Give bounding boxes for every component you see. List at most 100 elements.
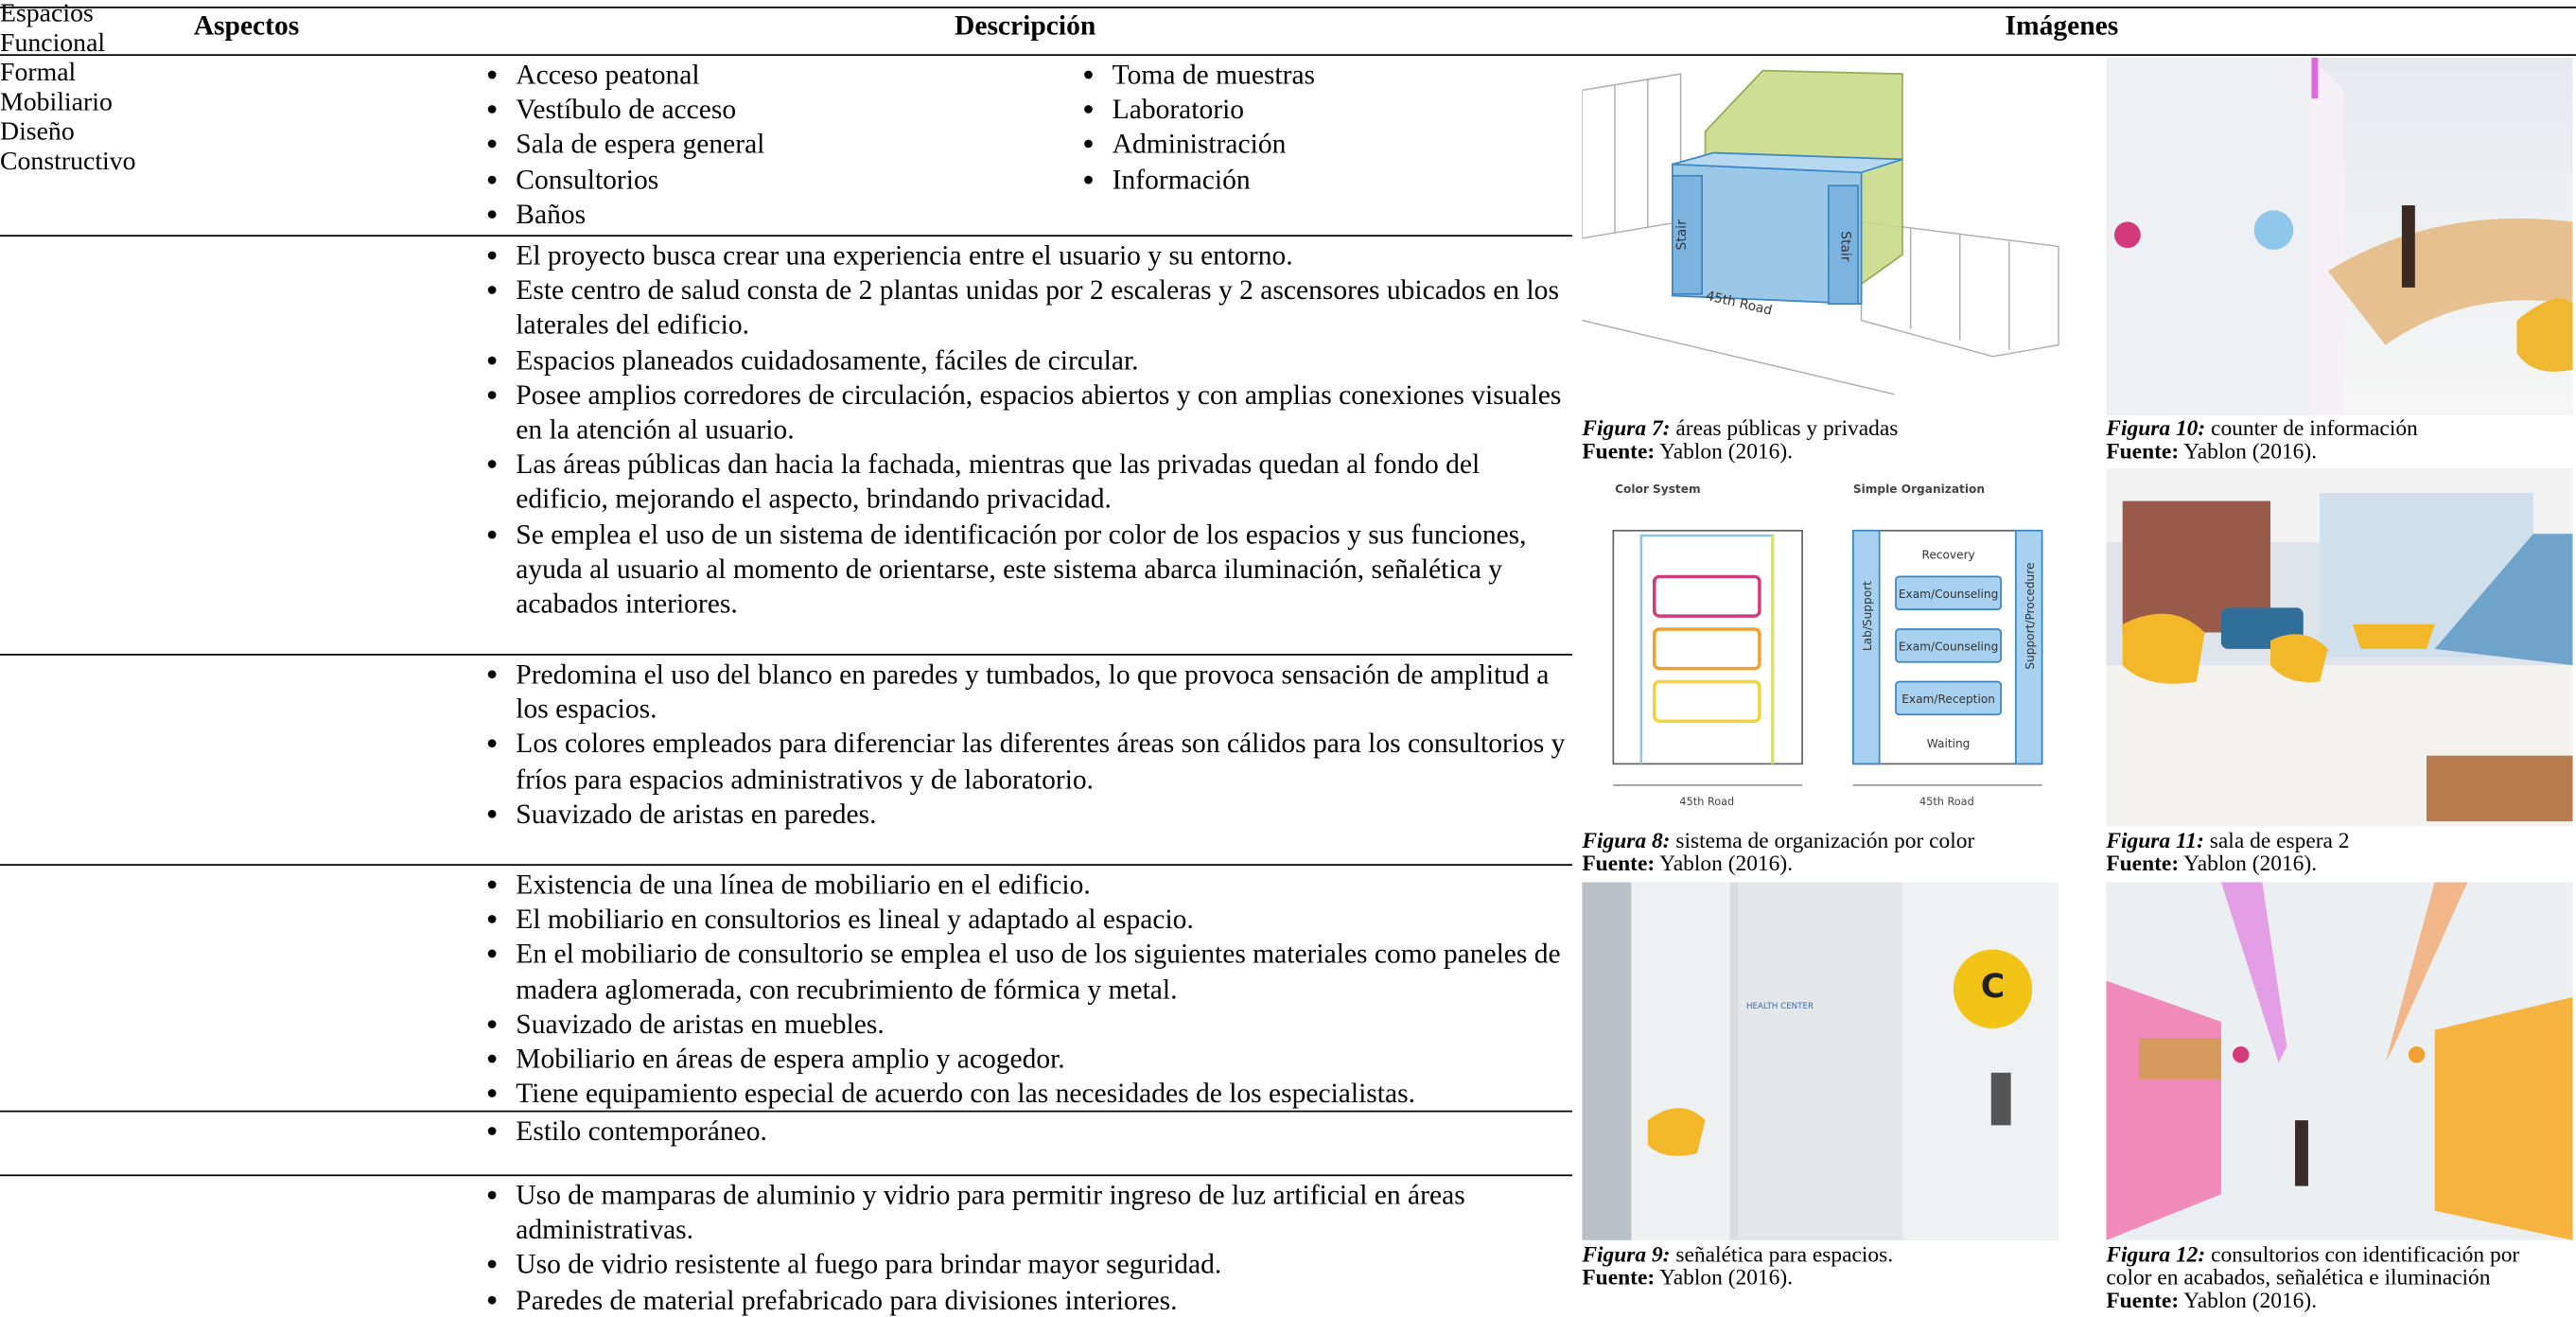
figure-number: Figura 12: (2106, 1242, 2205, 1267)
source-label: Fuente: (1582, 851, 1656, 876)
source-label: Fuente: (2106, 1288, 2180, 1313)
figure-number: Figura 9: (1582, 1241, 1671, 1267)
bullet-item: Baños (516, 197, 1567, 232)
sign-text: HEALTH CENTER (1746, 1002, 1814, 1011)
figure-caption: Figura 11: sala de espera 2 Fuente: Yablo… (2106, 828, 2572, 876)
diagram: Color System Simple Organization Recover… (1612, 483, 2043, 808)
caption-text: áreas públicas y privadas (1675, 415, 1899, 441)
caption-line: Figura 10: counter de información (2106, 415, 2572, 441)
figure-number: Figura 8: (1582, 828, 1670, 852)
caption-line: Figura 7: áreas públicas y privadas (1582, 415, 2059, 441)
header: Aspectos (193, 9, 300, 42)
figure-number: Figura 11: (2106, 828, 2204, 852)
source-line: Fuente: Yablon (2016). (1582, 1264, 2059, 1290)
figure-caption: Figura 10: counter de información Fuente:… (2106, 415, 2572, 464)
diagram-label: 45th Road (1919, 796, 1974, 808)
caption-text: sala de espera 2 (2209, 828, 2350, 853)
bullet-item: Vestíbulo de acceso (516, 93, 1567, 128)
source-line: Fuente: Yablon (2016). (2106, 1288, 2550, 1313)
caption-line: Figura 11: sala de espera 2 (2106, 828, 2572, 853)
aspect-label: Mobiliario (0, 88, 113, 117)
diagram-label: Exam/Counseling (1899, 641, 1998, 654)
figure-caption: Figura 12: consultorios con identificaci… (2106, 1242, 2550, 1313)
caption-line: Figura 8: sistema de organización por co… (1582, 828, 2059, 853)
caption-text: counter de información (2211, 415, 2418, 441)
source-text: Yablon (2016). (2183, 438, 2318, 464)
bullet-item: Sala de espera general (516, 127, 1567, 162)
figure-number: Figura 12: (2106, 1241, 2206, 1267)
figure-number: Figura 10: (2106, 415, 2206, 441)
bullet-item: El mobiliario en consultorios es lineal … (516, 903, 1567, 938)
diagram-label: Support/Procedure (2024, 563, 2037, 670)
bullet-item: Paredes de material prefabricado para di… (516, 1282, 1567, 1317)
diagram-label: 45th Road (1679, 796, 1734, 808)
bullet-item: Se emplea el uso de un sistema de identi… (516, 517, 1567, 621)
diagram-label: Exam/Reception (1901, 693, 1995, 706)
bullet-list: Toma de muestrasLaboratorioAdministració… (1089, 58, 1572, 197)
aspect-label: Formal (0, 59, 77, 88)
bullet-item: Información (1113, 162, 1572, 197)
photo (2106, 57, 2573, 416)
aspect-label: Diseño (0, 118, 75, 147)
rule (0, 654, 1572, 656)
source-line: Fuente: Yablon (2016). (2106, 852, 2572, 875)
bullet-list: Existencia de una línea de mobiliario en… (493, 868, 1568, 1112)
bullet-item: Uso de vidrio resistente al fuego para b… (516, 1248, 1567, 1283)
diagram-label: Color System (1615, 483, 1701, 496)
figure-caption: Figura 8: sistema de organización por co… (1582, 828, 2059, 876)
source-line: Fuente: Yablon (2016). (1582, 852, 2059, 875)
bullet-list: El proyecto busca crear una experiencia … (493, 238, 1568, 622)
bullet-item: Estilo contemporáneo. (516, 1114, 1567, 1149)
source-label: Fuente: (2106, 851, 2180, 876)
bullet-item: Administración (1113, 127, 1572, 162)
bullet-item: Predomina el uso del blanco en paredes y… (516, 658, 1567, 728)
bullet-item: Consultorios (516, 162, 1567, 197)
source-text: Yablon (2016). (1659, 1264, 1794, 1290)
bullet-item: Este centro de salud consta de 2 plantas… (516, 273, 1567, 343)
figure-number: Figura 7: (1582, 415, 1670, 440)
bullet-item: Las áreas públicas dan hacia la fachada,… (516, 448, 1567, 518)
source-text: Yablon (2016). (2183, 851, 2318, 876)
photo (2106, 467, 2573, 827)
bullet-item: El proyecto busca crear una experiencia … (516, 238, 1567, 273)
aspect-label: Funcional (0, 29, 106, 58)
rule (0, 864, 1572, 867)
figure-number: Figura 10: (2106, 415, 2205, 440)
bullet-item: Los colores empleados para diferenciar l… (516, 727, 1567, 797)
aspect-label: Espacios (0, 0, 94, 28)
header: Descripción (955, 9, 1096, 42)
bullet-item: Uso de mamparas de aluminio y vidrio par… (516, 1178, 1567, 1248)
caption-text: sistema de organización por color (1675, 828, 1975, 853)
figure-number: Figura 8: (1582, 828, 1671, 853)
rule (0, 235, 1572, 237)
rule (0, 1174, 1572, 1177)
caption-line: Figura 12: consultorios con identificaci… (2106, 1242, 2550, 1290)
aspect-label: Constructivo (0, 148, 136, 176)
figure-number: Figura 9: (1582, 1242, 1670, 1267)
sign-text: C (1981, 968, 2005, 1006)
bullet-list: Estilo contemporáneo. (493, 1114, 1568, 1149)
bullet-list: Uso de mamparas de aluminio y vidrio par… (493, 1178, 1568, 1317)
bullet-item: Toma de muestras (1113, 58, 1572, 93)
bullet-item: Suavizado de aristas en paredes. (516, 797, 1567, 832)
diagram: Stair Stair 45th Road (1582, 69, 2059, 395)
figure-caption: Figura 9: señalética para espacios. Fuent… (1582, 1242, 2059, 1290)
source-label: Fuente: (2106, 438, 2180, 464)
bullet-list: Acceso peatonalVestíbulo de accesoSala d… (493, 58, 1568, 232)
source-label: Fuente: (1582, 1264, 1656, 1290)
bullet-item: Acceso peatonal (516, 58, 1567, 93)
source-line: Fuente: Yablon (2016). (1582, 438, 2059, 464)
rule (0, 1110, 1572, 1113)
bullet-item: Mobiliario en áreas de espera amplio y a… (516, 1042, 1567, 1077)
figure-number: Figura 7: (1582, 415, 1671, 441)
diagram-label: Stair (1674, 220, 1690, 251)
source-label: Fuente: (1582, 438, 1656, 464)
bullet-item: Posee amplios corredores de circulación,… (516, 378, 1567, 448)
diagram-label: Lab/Support (1861, 581, 1874, 651)
bullet-item: Tiene equipamiento especial de acuerdo c… (516, 1077, 1567, 1112)
bullet-item: Laboratorio (1113, 93, 1572, 128)
header: Imágenes (2005, 9, 2119, 42)
caption-line: Figura 9: señalética para espacios. (1582, 1242, 2059, 1267)
diagram-label: Simple Organization (1853, 483, 1985, 496)
